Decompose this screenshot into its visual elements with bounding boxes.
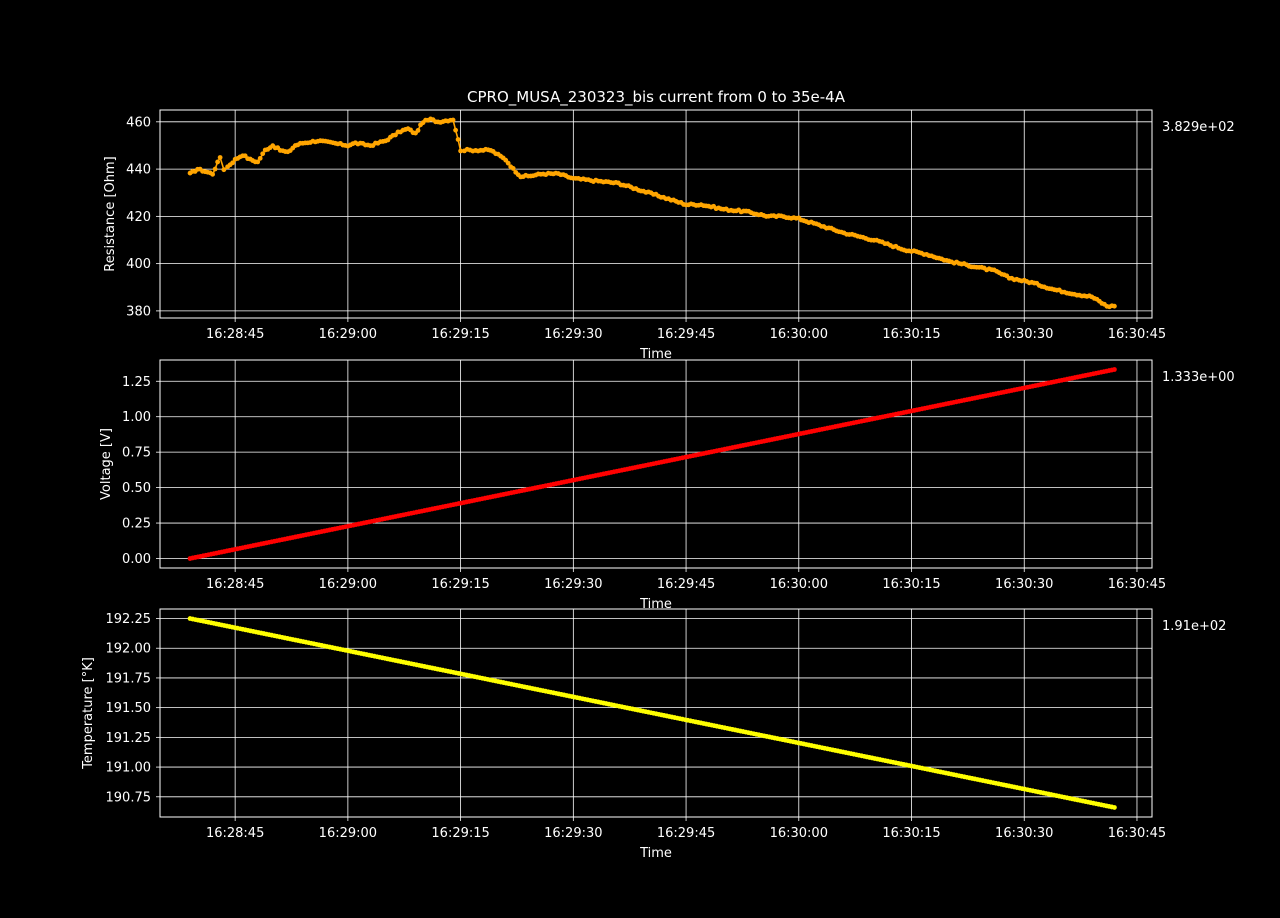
axes-frame [159,359,1153,569]
resistance-data-point [221,167,227,173]
y-tick-label: 460 [126,115,151,130]
y-tick-label: 0.00 [122,552,151,567]
resistance-data-point [415,128,421,133]
x-tick-label: 16:30:30 [995,327,1053,342]
x-tick-label: 16:29:00 [319,826,377,841]
resistance-data-point [1112,303,1117,309]
x-tick-label: 16:30:15 [882,826,940,841]
y-tick-label: 0.50 [122,481,151,496]
x-tick-label: 16:29:45 [657,826,715,841]
resistance-panel: 16:28:45 16:29:00 16:29:15 16:29:30 16:29:45… [103,109,1235,362]
y-tick-label: 380 [126,304,151,319]
x-tick-label: 16:29:45 [657,577,715,592]
temperature-data-point [1112,805,1117,810]
resistance-data-point [455,137,461,142]
y-tick-label: 191.25 [106,731,152,746]
x-tick-label: 16:30:45 [1108,577,1166,592]
x-tick-label: 16:30:30 [995,577,1053,592]
y-tick-label: 192.25 [106,612,152,627]
resistance-data-point [230,160,236,166]
axes-frame [159,109,1153,319]
figure-title: CPRO_MUSA_230323_bis current from 0 to 3… [467,88,846,107]
x-tick-label: 16:29:30 [544,327,602,342]
temperature-panel: 16:28:45 16:29:00 16:29:15 16:29:30 16:29:45… [81,608,1226,861]
resistance-data-point [505,160,511,166]
y-axis-label: Resistance [Ohm] [103,156,118,271]
y-tick-label: 191.50 [106,701,152,716]
x-tick-label: 16:28:45 [206,577,264,592]
x-tick-label: 16:30:15 [882,577,940,592]
resistance-data-point [215,159,221,165]
y-tick-label: 192.00 [106,642,152,657]
voltage-data-point [1112,367,1117,372]
x-tick-label: 16:29:15 [431,577,489,592]
y-tick-label: 0.75 [122,446,151,461]
x-axis-label: Time [639,347,672,362]
x-tick-label: 16:30:00 [770,577,828,592]
resistance-data-point [458,148,464,154]
x-tick-label: 16:30:45 [1108,826,1166,841]
resistance-data-point [260,151,266,157]
x-tick-label: 16:29:00 [319,327,377,342]
x-tick-label: 16:28:45 [206,327,264,342]
axes-frame [159,608,1153,818]
y-tick-label: 0.25 [122,517,151,532]
x-tick-label: 16:29:30 [544,577,602,592]
x-tick-label: 16:28:45 [206,826,264,841]
side-value-label: 3.829e+02 [1162,120,1235,135]
x-tick-label: 16:29:30 [544,826,602,841]
y-axis-label: Temperature [°K] [81,657,96,770]
y-tick-label: 191.00 [106,761,152,776]
x-axis-label: Time [639,846,672,861]
y-tick-label: 191.75 [106,671,152,686]
resistance-data-point [453,127,458,133]
y-tick-label: 420 [126,210,151,225]
resistance-data-point [510,166,516,171]
resistance-data-point [257,155,263,161]
y-tick-label: 400 [126,257,151,272]
y-tick-label: 1.25 [122,375,151,390]
resistance-data-point [450,117,456,123]
resistance-data-point [210,171,216,177]
x-tick-label: 16:30:30 [995,826,1053,841]
y-tick-label: 440 [126,163,151,178]
resistance-data-point [255,159,261,165]
resistance-data-point [217,155,223,160]
x-tick-label: 16:29:15 [431,826,489,841]
x-tick-label: 16:30:45 [1108,327,1166,342]
x-tick-label: 16:30:15 [882,327,940,342]
panels: 16:28:45 16:29:00 16:29:15 16:29:30 16:29:45… [81,109,1235,861]
x-tick-label: 16:30:00 [770,826,828,841]
y-axis-label: Voltage [V] [99,428,114,500]
x-axis-label: Time [639,597,672,612]
y-tick-label: 190.75 [106,790,152,805]
y-tick-label: 1.00 [122,410,151,425]
x-tick-label: 16:30:00 [770,327,828,342]
side-value-label: 1.333e+00 [1162,370,1235,385]
x-tick-label: 16:29:15 [431,327,489,342]
x-tick-label: 16:29:00 [319,577,377,592]
x-tick-label: 16:29:45 [657,327,715,342]
resistance-data-point [212,166,218,172]
voltage-panel: 16:28:45 16:29:00 16:29:15 16:29:30 16:29:45… [99,359,1235,612]
side-value-label: 1.91e+02 [1162,619,1226,634]
